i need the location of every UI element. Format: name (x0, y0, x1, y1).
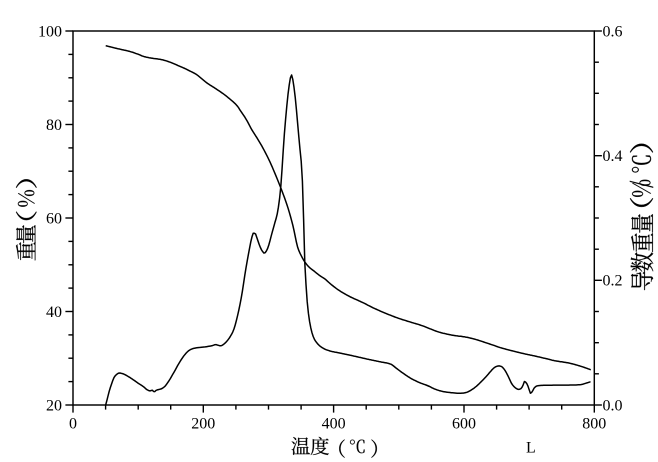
svg-text:40: 40 (46, 304, 62, 321)
svg-text:0.2: 0.2 (603, 273, 623, 290)
svg-text:20: 20 (46, 397, 62, 414)
svg-text:0.4: 0.4 (603, 148, 623, 165)
svg-text:0: 0 (69, 415, 77, 432)
svg-text:60: 60 (46, 210, 62, 227)
svg-text:800: 800 (582, 415, 606, 432)
svg-text:0.6: 0.6 (603, 23, 623, 40)
svg-text:L: L (526, 439, 536, 456)
svg-text:200: 200 (191, 415, 215, 432)
svg-text:600: 600 (452, 415, 476, 432)
svg-text:100: 100 (38, 23, 62, 40)
svg-text:80: 80 (46, 117, 62, 134)
svg-text:0.0: 0.0 (603, 397, 623, 414)
svg-text:400: 400 (322, 415, 346, 432)
